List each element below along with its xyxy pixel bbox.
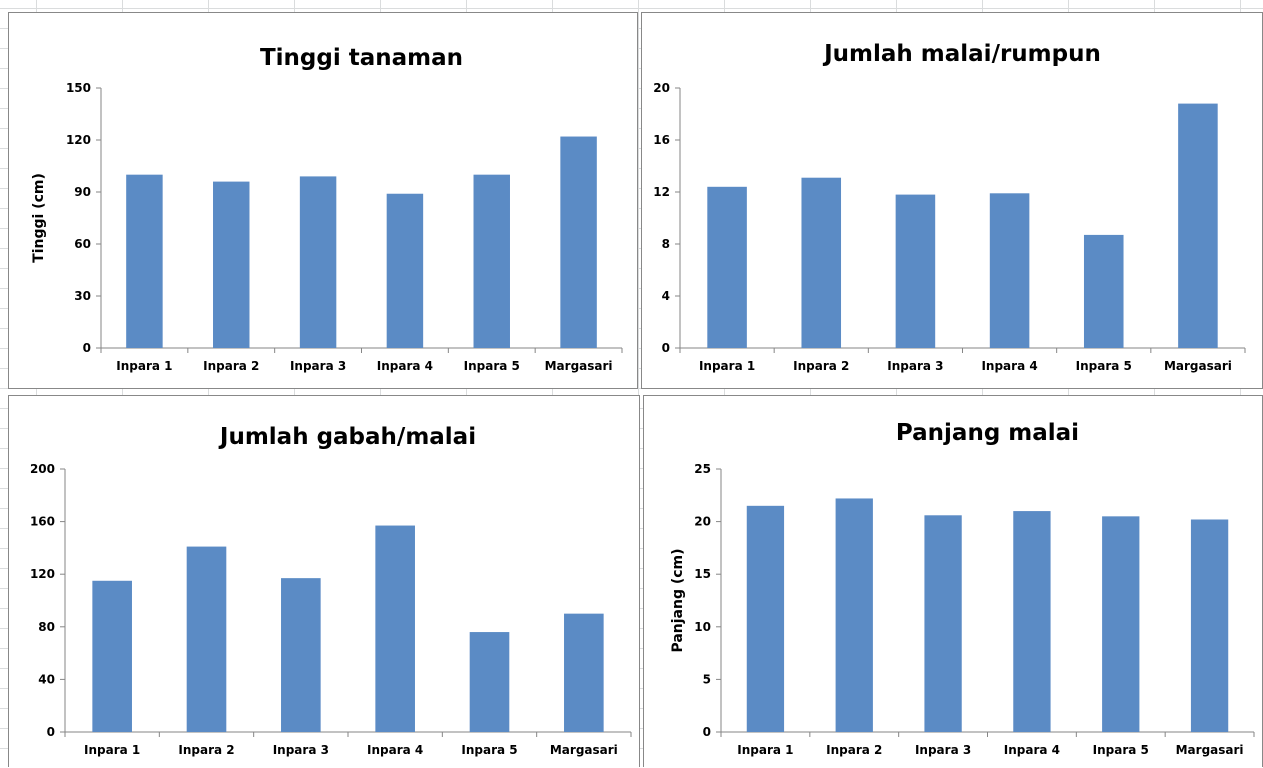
y-tick-label: 4: [662, 289, 670, 303]
bar-margasari[interactable]: [560, 136, 597, 348]
bar-inpara-4[interactable]: [989, 193, 1030, 348]
y-axis-title: Tinggi (cm): [31, 173, 47, 263]
bar-chart-tinggi-tanaman: Tinggi tanaman 0 30 60 90 120 150 Tinggi (cm) In…: [31, 45, 623, 373]
y-tick-label: 160: [30, 515, 55, 529]
bar-inpara-1[interactable]: [126, 174, 163, 348]
y-tick-label: 90: [74, 185, 91, 199]
x-tick-label: Inpara 2: [793, 359, 849, 373]
y-tick-label: 10: [694, 620, 711, 634]
bar-margasari[interactable]: [1190, 519, 1229, 732]
x-tick-label: Inpara 5: [1093, 743, 1149, 757]
y-tick-label: 30: [74, 289, 91, 303]
bar-inpara-3[interactable]: [895, 194, 936, 348]
bar-inpara-1[interactable]: [92, 580, 132, 732]
x-tick-label: Inpara 1: [737, 743, 793, 757]
y-tick-label: 0: [83, 341, 91, 355]
bar-inpara-3[interactable]: [299, 176, 337, 348]
x-tick-label: Inpara 1: [84, 743, 140, 757]
x-tick-label: Inpara 4: [377, 359, 433, 373]
bar-chart-jumlah-gabah-malai: Jumlah gabah/malai 0 40 80 120 160 200 Inpara 1…: [30, 424, 632, 757]
x-tick-label: Inpara 3: [887, 359, 943, 373]
x-tick-label: Inpara 1: [116, 359, 172, 373]
x-tick-label: Inpara 2: [826, 743, 882, 757]
y-tick-label: 20: [653, 81, 670, 95]
x-tick-label: Inpara 5: [464, 359, 520, 373]
x-tick-label: Inpara 4: [981, 359, 1037, 373]
bar-inpara-5[interactable]: [469, 632, 510, 732]
bar-inpara-5[interactable]: [473, 174, 510, 348]
y-tick-label: 8: [662, 237, 670, 251]
chart-panel-jumlah-gabah-malai[interactable]: Jumlah gabah/malai 0 40 80 120 160 200 Inpara 1…: [8, 395, 640, 767]
y-tick-label: 150: [66, 81, 91, 95]
x-tick-label: Inpara 4: [367, 743, 423, 757]
bar-inpara-3[interactable]: [281, 578, 321, 732]
chart-panel-tinggi-tanaman[interactable]: Tinggi tanaman 0 30 60 90 120 150 Tinggi (cm) In…: [8, 12, 638, 389]
y-tick-label: 120: [66, 133, 91, 147]
x-tick-label: Margasari: [1176, 743, 1244, 757]
y-tick-label: 12: [653, 185, 670, 199]
y-axis-title: Panjang (cm): [670, 548, 686, 652]
bar-inpara-2[interactable]: [801, 177, 842, 348]
y-tick-label: 0: [662, 341, 670, 355]
chart-panel-panjang-malai[interactable]: Panjang malai 0 5 10 15 20 25 Panjang (cm) Inpar…: [643, 395, 1263, 767]
bar-chart-panjang-malai: Panjang malai 0 5 10 15 20 25 Panjang (cm) Inpar…: [670, 420, 1255, 757]
bar-inpara-1[interactable]: [707, 186, 747, 348]
bar-inpara-5[interactable]: [1102, 516, 1140, 732]
chart-title: Panjang malai: [896, 420, 1079, 446]
bar-inpara-1[interactable]: [746, 505, 785, 732]
x-tick-label: Margasari: [550, 743, 618, 757]
chart-title: Jumlah gabah/malai: [218, 424, 476, 450]
y-tick-label: 80: [38, 620, 55, 634]
bar-inpara-2[interactable]: [835, 498, 873, 732]
x-tick-label: Inpara 2: [203, 359, 259, 373]
bar-inpara-4[interactable]: [386, 193, 424, 348]
x-tick-label: Inpara 2: [178, 743, 234, 757]
x-tick-label: Inpara 4: [1004, 743, 1060, 757]
bar-inpara-2[interactable]: [186, 546, 227, 732]
x-tick-label: Inpara 5: [1076, 359, 1132, 373]
x-tick-label: Inpara 1: [699, 359, 755, 373]
chart-title: Tinggi tanaman: [260, 45, 463, 71]
x-tick-label: Inpara 3: [273, 743, 329, 757]
y-tick-label: 25: [694, 462, 711, 476]
y-tick-label: 200: [30, 462, 55, 476]
y-tick-label: 40: [38, 672, 55, 686]
y-tick-label: 5: [703, 672, 711, 686]
x-tick-label: Margasari: [1164, 359, 1232, 373]
x-tick-label: Inpara 3: [290, 359, 346, 373]
x-tick-label: Margasari: [545, 359, 613, 373]
x-tick-label: Inpara 5: [461, 743, 517, 757]
chart-title: Jumlah malai/rumpun: [822, 41, 1101, 67]
bar-inpara-2[interactable]: [213, 181, 250, 348]
bar-chart-jumlah-malai-rumpun: Jumlah malai/rumpun 0 4 8 12 16 20 Inpara 1 Inpa…: [653, 41, 1246, 373]
bar-margasari[interactable]: [1178, 103, 1218, 348]
y-tick-label: 20: [694, 515, 711, 529]
bar-inpara-3[interactable]: [924, 515, 962, 732]
y-tick-label: 15: [694, 567, 711, 581]
bar-inpara-4[interactable]: [1013, 511, 1051, 732]
y-tick-label: 16: [653, 133, 670, 147]
y-tick-label: 0: [703, 725, 711, 739]
bar-inpara-5[interactable]: [1083, 234, 1124, 348]
x-tick-label: Inpara 3: [915, 743, 971, 757]
bar-inpara-4[interactable]: [375, 525, 415, 732]
y-tick-label: 60: [74, 237, 91, 251]
y-tick-label: 120: [30, 567, 55, 581]
y-tick-label: 0: [47, 725, 55, 739]
chart-panel-jumlah-malai-rumpun[interactable]: Jumlah malai/rumpun 0 4 8 12 16 20 Inpara 1 Inpa…: [641, 12, 1263, 389]
bar-margasari[interactable]: [564, 613, 604, 732]
